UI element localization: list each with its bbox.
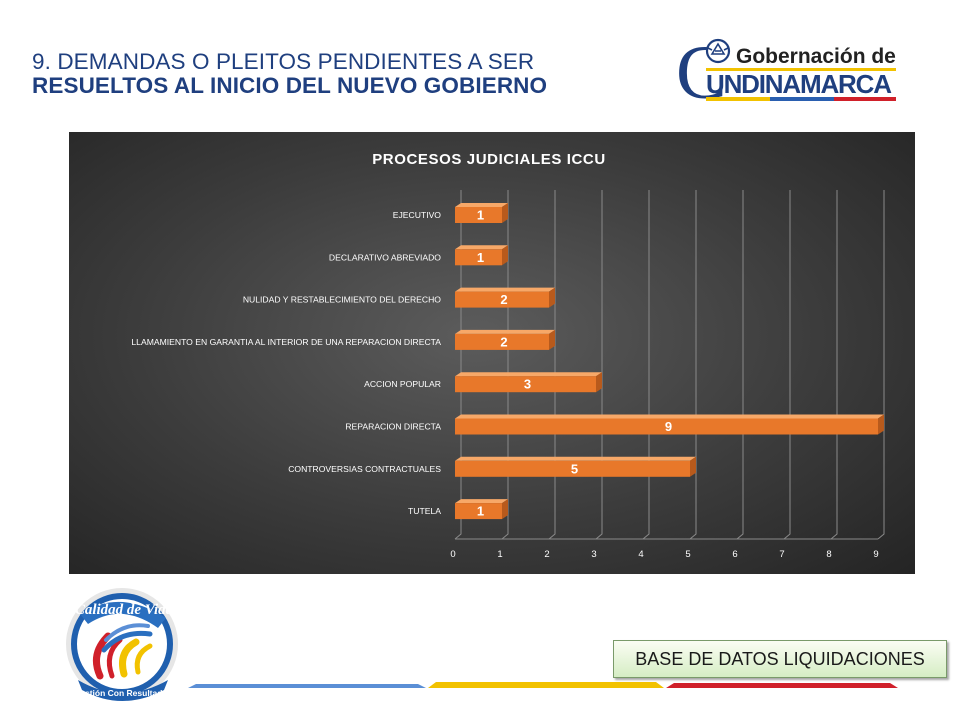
- calidad-de-vida-logo: Calidad de Vida Gestión Con Resultados: [66, 588, 178, 701]
- gridline: [736, 190, 744, 540]
- gridline: [454, 190, 462, 540]
- bar-top-face: [455, 203, 508, 207]
- bar-side-face: [502, 245, 508, 266]
- x-tick-label: 8: [826, 549, 831, 560]
- category-labels: EJECUTIVO DECLARATIVO ABREVIADO NULIDAD Y …: [131, 210, 441, 516]
- bar-top-face: [455, 245, 508, 250]
- bar: [455, 207, 502, 223]
- x-tick-label: 0: [450, 549, 455, 560]
- chart-title: PROCESOS JUDICIALES ICCU: [372, 151, 606, 168]
- category-label: REPARACION DIRECTA: [345, 422, 441, 432]
- bar: [455, 503, 502, 520]
- gridline: [830, 190, 838, 540]
- gridline: [595, 190, 603, 540]
- bar-side-face: [502, 203, 508, 223]
- bar: [455, 249, 502, 266]
- bar-chart: PROCESOS JUDICIALES ICCU 1 1 2 2 3 9 5 1 EJECUT…: [131, 151, 885, 560]
- footer-color-bar: [188, 682, 898, 688]
- gridline: [548, 190, 556, 540]
- x-tick-label: 4: [638, 549, 643, 560]
- bar: [455, 291, 549, 308]
- bar-data-label: 5: [571, 461, 578, 476]
- category-label: TUTELA: [408, 506, 441, 516]
- category-label: NULIDAD Y RESTABLECIMIENTO DEL DERECHO: [243, 295, 441, 305]
- bar-side-face: [878, 414, 884, 435]
- bar-side-face: [549, 287, 555, 308]
- bar-top-face: [455, 287, 555, 292]
- bar-data-label: 1: [477, 208, 484, 223]
- bar-top-face: [455, 329, 555, 334]
- gridline: [689, 190, 697, 540]
- bar-top-face: [455, 414, 884, 419]
- bar: [455, 333, 549, 350]
- bar: [455, 376, 596, 393]
- bar-side-face: [690, 456, 696, 477]
- calidad-bottom-text: Gestión Con Resultados: [74, 688, 173, 698]
- x-tick-label: 1: [497, 549, 502, 560]
- bar-top-face: [455, 499, 508, 504]
- slide-title: 9. DEMANDAS O PLEITOS PENDIENTES A SER R…: [32, 50, 632, 98]
- gridline: [877, 190, 885, 540]
- x-tick-label: 6: [732, 549, 737, 560]
- x-tick-label: 7: [779, 549, 784, 560]
- bar-side-face: [596, 372, 602, 393]
- category-label: EJECUTIVO: [393, 210, 442, 220]
- data-source-badge: BASE DE DATOS LIQUIDACIONES: [613, 640, 947, 678]
- calidad-top-text: Calidad de Vida: [75, 602, 174, 618]
- category-label: DECLARATIVO ABREVIADO: [329, 252, 441, 262]
- slide-title-line1: 9. DEMANDAS O PLEITOS PENDIENTES A SER: [32, 49, 535, 74]
- bar-data-label: 3: [524, 377, 531, 392]
- logo-text-line2: UNDINAMARCA: [706, 69, 892, 99]
- gridline: [783, 190, 791, 540]
- category-label: ACCION POPULAR: [364, 379, 441, 389]
- logo-text-line1: Gobernación de: [736, 45, 896, 68]
- gridline: [642, 190, 650, 540]
- chart-bars: 1 1 2 2 3 9 5 1: [455, 203, 884, 520]
- chart-grid: [454, 190, 885, 540]
- category-label: LLAMAMIENTO EN GARANTIA AL INTERIOR DE U…: [131, 337, 441, 347]
- bar-side-face: [502, 499, 508, 520]
- bar-data-label: 2: [500, 334, 507, 349]
- bar: [455, 460, 690, 477]
- x-axis-ticks: 0 1 2 3 4 5 6 7 8 9: [450, 549, 878, 560]
- bar-data-label: 1: [477, 250, 484, 265]
- x-tick-label: 2: [544, 549, 549, 560]
- bar-top-face: [455, 456, 696, 461]
- gobernacion-cundinamarca-logo: C Gobernación de UNDINAMARCA: [676, 36, 896, 104]
- bar-top-face: [455, 372, 602, 377]
- x-tick-label: 9: [873, 549, 878, 560]
- x-tick-label: 5: [685, 549, 690, 560]
- bar-data-label: 9: [665, 419, 672, 434]
- slide-title-line2: RESUELTOS AL INICIO DEL NUEVO GOBIERNO: [32, 73, 548, 98]
- bar-side-face: [549, 329, 555, 350]
- category-label: CONTROVERSIAS CONTRACTUALES: [288, 464, 441, 474]
- bar: [455, 418, 878, 435]
- chart-container: PROCESOS JUDICIALES ICCU 1 1 2 2 3 9 5 1 EJECUT…: [69, 132, 915, 574]
- x-tick-label: 3: [591, 549, 596, 560]
- gridline: [501, 190, 509, 540]
- bar-data-label: 2: [500, 292, 507, 307]
- bar-data-label: 1: [477, 504, 484, 519]
